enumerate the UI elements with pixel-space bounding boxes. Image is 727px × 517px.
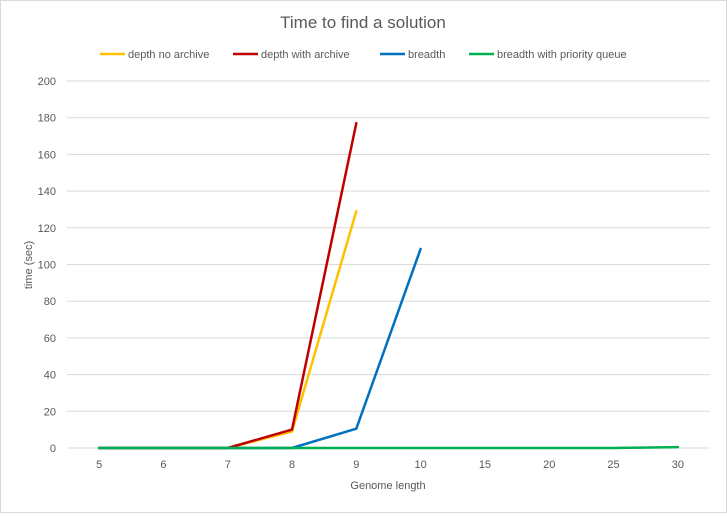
chart-title: Time to find a solution <box>280 13 446 32</box>
x-tick-label: 25 <box>607 459 619 471</box>
legend-item: depth no archive <box>100 49 209 61</box>
legend-label: depth no archive <box>128 49 209 61</box>
x-tick-label: 6 <box>160 459 166 471</box>
y-tick-label: 20 <box>44 406 56 418</box>
y-tick-label: 140 <box>38 186 56 198</box>
series-line-2 <box>97 247 422 450</box>
x-tick-label: 8 <box>289 459 295 471</box>
series-line-0 <box>97 210 358 450</box>
legend-item: breadth with priority queue <box>469 49 627 61</box>
x-tick-label: 9 <box>353 459 359 471</box>
x-tick-label: 30 <box>672 459 684 471</box>
x-tick-label: 7 <box>225 459 231 471</box>
y-tick-label: 80 <box>44 296 56 308</box>
x-axis-ticks: 5 6 7 8 9 10 15 20 25 30 <box>96 459 684 471</box>
y-tick-label: 0 <box>50 443 56 455</box>
y-axis-ticks: 0 20 40 60 80 100 120 140 160 180 200 <box>38 76 56 455</box>
y-tick-label: 160 <box>38 149 56 161</box>
legend-label: depth with archive <box>261 49 350 61</box>
y-tick-label: 100 <box>38 260 56 272</box>
y-tick-label: 60 <box>44 333 56 345</box>
legend-item: breadth <box>380 49 445 61</box>
legend-label: breadth <box>408 49 445 61</box>
series-lines <box>97 121 680 450</box>
y-tick-label: 180 <box>38 113 56 125</box>
y-tick-label: 40 <box>44 370 56 382</box>
legend-label: breadth with priority queue <box>497 49 627 61</box>
y-tick-label: 120 <box>38 223 56 235</box>
legend: depth no archive depth with archive breadt… <box>100 49 627 61</box>
series-line-3 <box>97 445 680 450</box>
x-tick-label: 5 <box>96 459 102 471</box>
x-tick-label: 10 <box>415 459 427 471</box>
x-tick-label: 15 <box>479 459 491 471</box>
legend-item: depth with archive <box>233 49 350 61</box>
series-line-1 <box>97 121 358 450</box>
x-axis-title: Genome length <box>350 480 425 492</box>
x-tick-label: 20 <box>543 459 555 471</box>
gridlines <box>67 80 710 449</box>
y-axis-title: time (sec) <box>23 241 35 289</box>
y-tick-label: 200 <box>38 76 56 88</box>
